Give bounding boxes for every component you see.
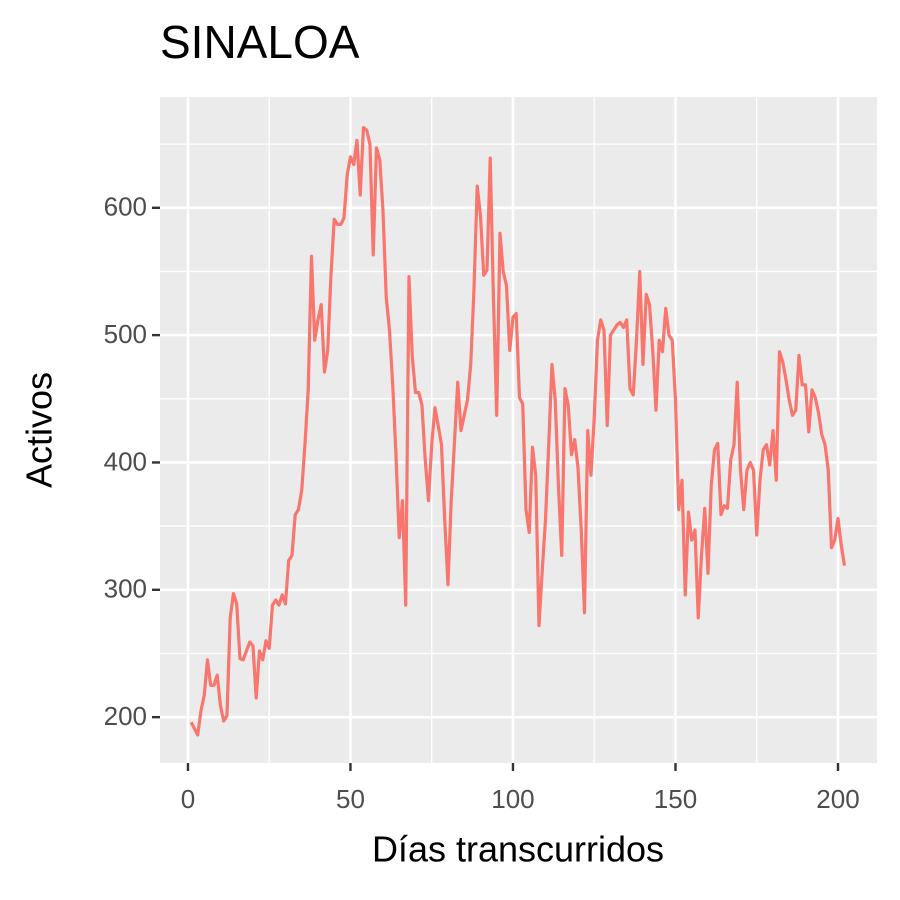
x-axis-title: Días transcurridos: [372, 829, 664, 870]
x-tick-label: 100: [491, 784, 534, 814]
panel: [160, 97, 877, 763]
y-tick-label: 300: [104, 574, 147, 604]
chart-title: SINALOA: [160, 16, 360, 68]
y-tick-label: 600: [104, 192, 147, 222]
x-tick-label: 50: [336, 784, 365, 814]
x-tick-label: 150: [654, 784, 697, 814]
y-axis-title: Activos: [19, 372, 60, 488]
y-tick-label: 200: [104, 701, 147, 731]
y-tick-label: 500: [104, 319, 147, 349]
x-tick-label: 0: [181, 784, 195, 814]
y-tick-label: 400: [104, 446, 147, 476]
x-tick-label: 200: [816, 784, 859, 814]
data-line: [189, 125, 847, 737]
